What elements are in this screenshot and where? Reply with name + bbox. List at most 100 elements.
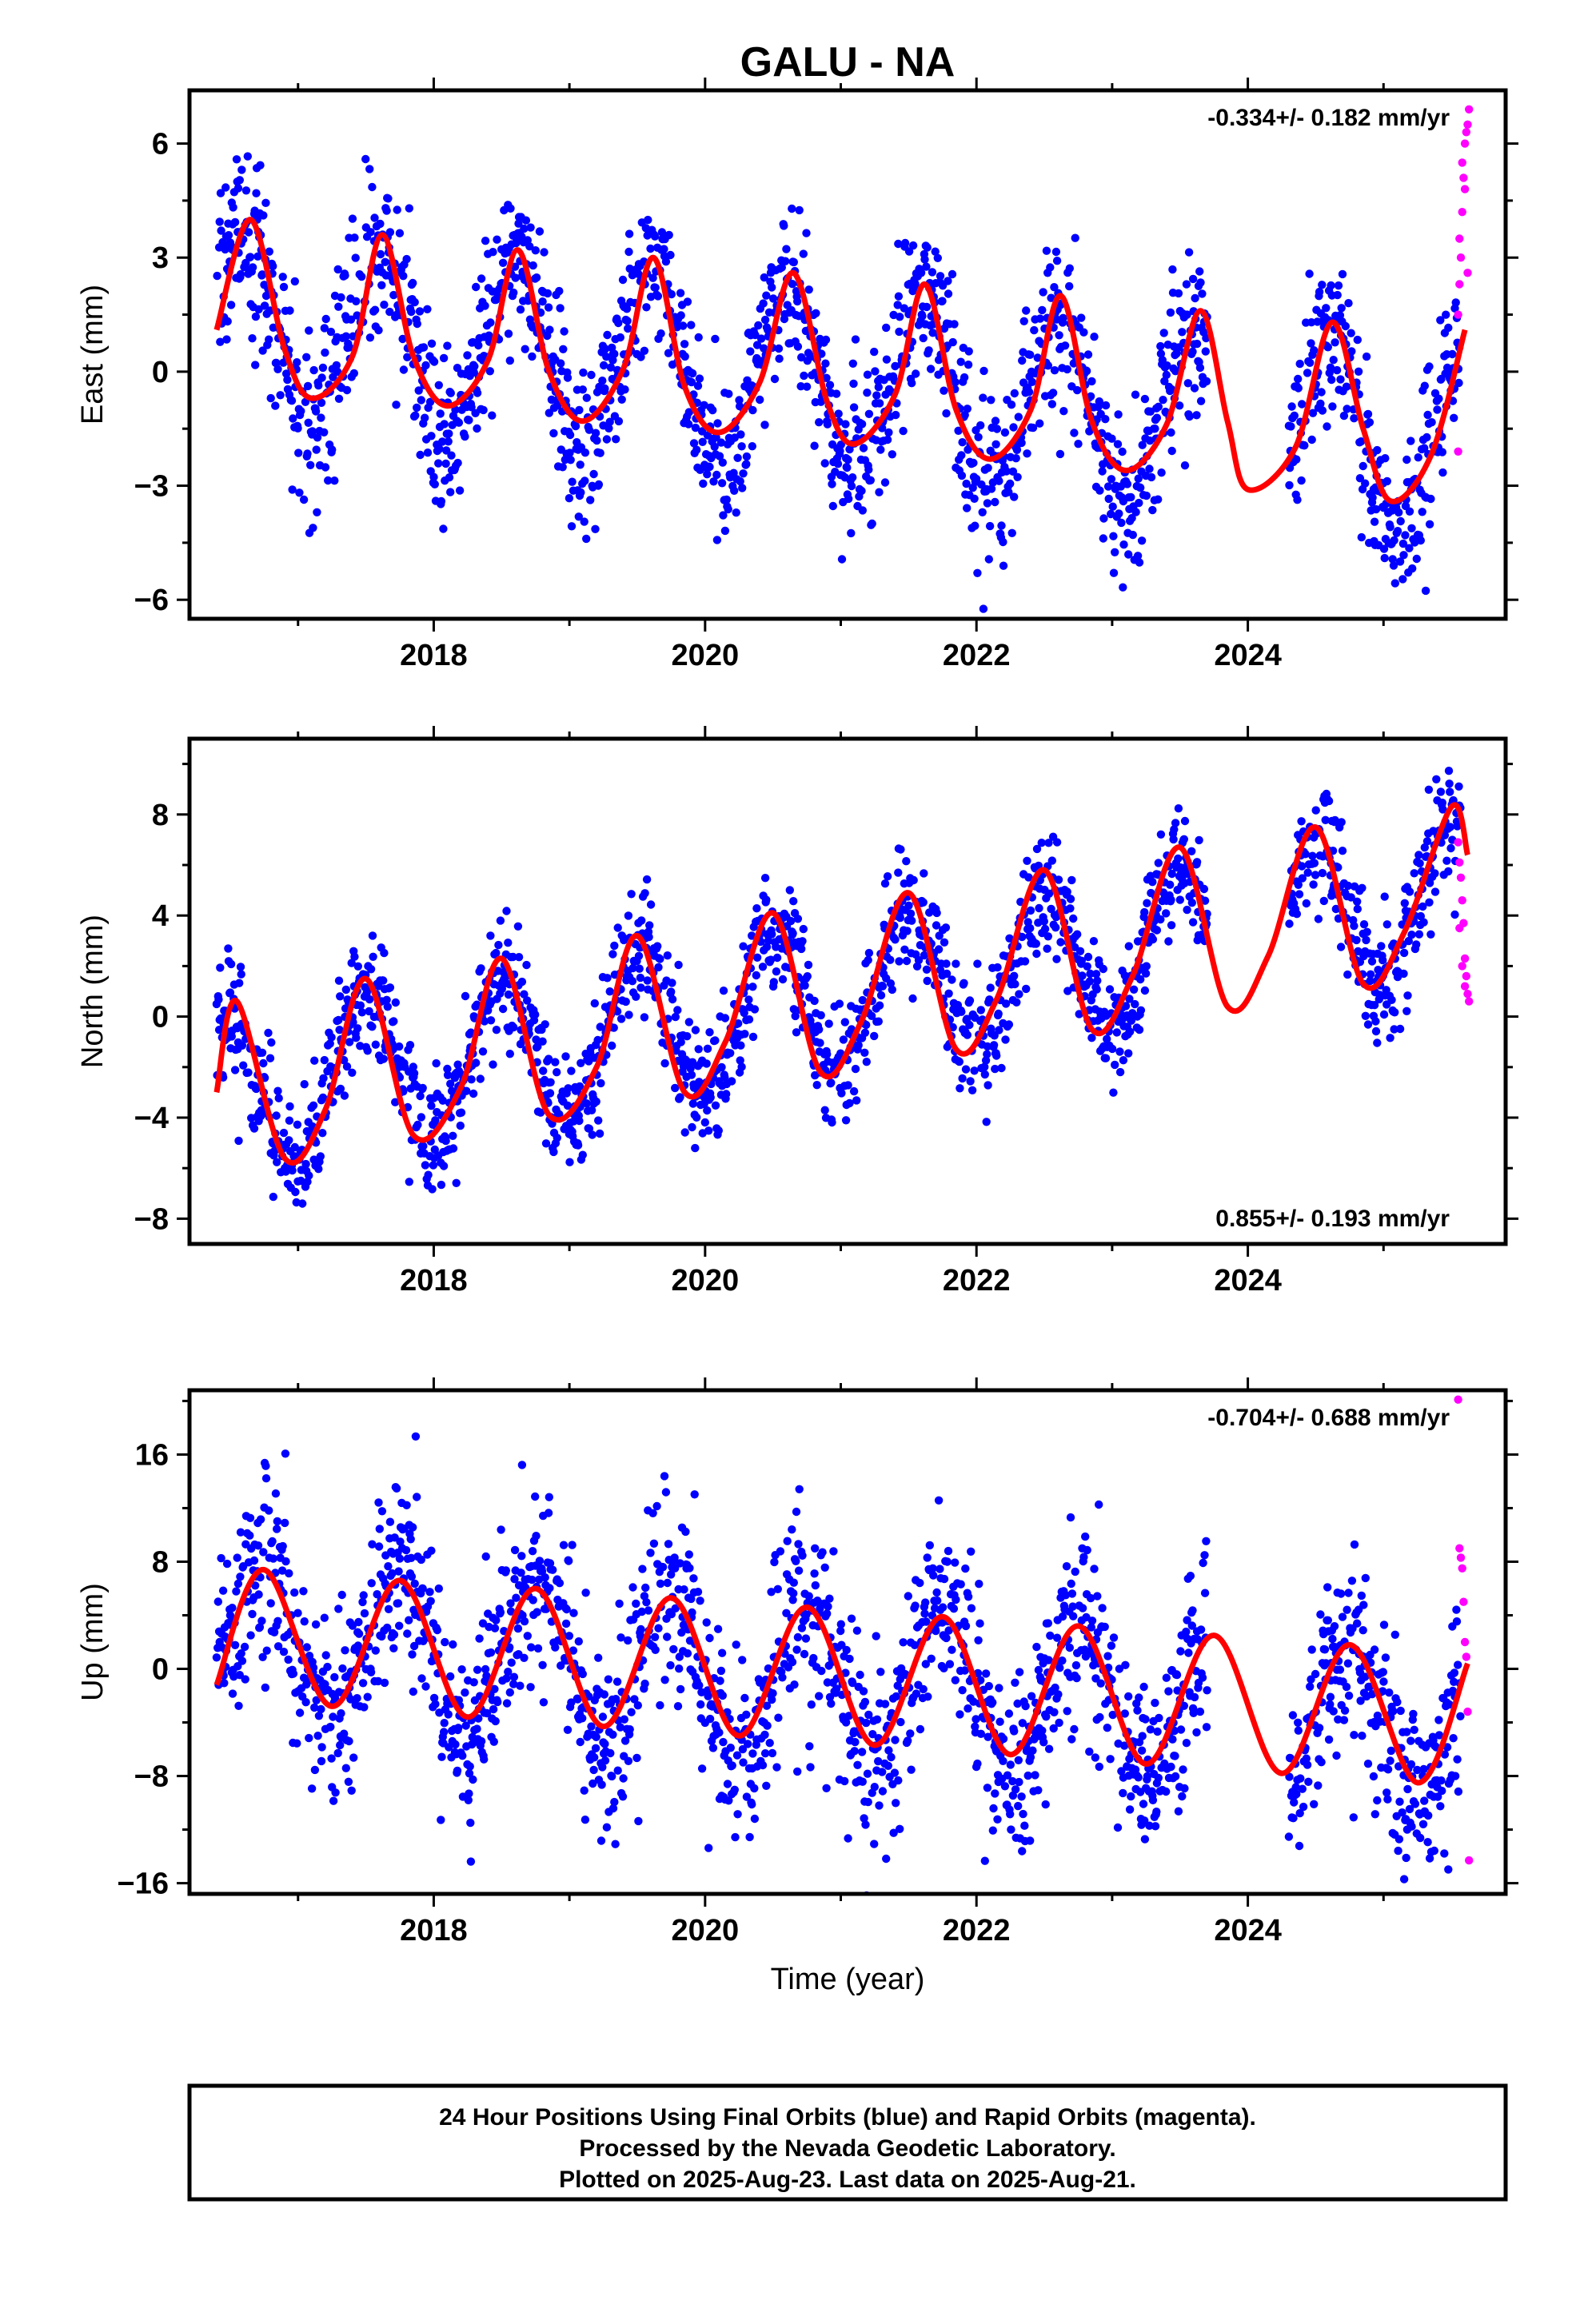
north-final-point (1093, 977, 1101, 985)
north-rapid-point (1463, 990, 1471, 998)
north-final-point (1142, 970, 1150, 978)
east-final-point (1107, 475, 1115, 483)
north-final-point (1052, 955, 1060, 963)
north-final-point (319, 1074, 327, 1082)
up-final-point (299, 1587, 307, 1595)
north-final-point (429, 1161, 437, 1169)
north-final-point (285, 1136, 293, 1144)
east-final-point (1438, 468, 1446, 476)
up-final-point (644, 1606, 652, 1614)
up-final-point (703, 1618, 711, 1626)
east-x-tick-label: 2018 (400, 639, 468, 672)
north-final-point (227, 960, 235, 968)
up-final-point (281, 1557, 289, 1565)
north-final-point (1155, 859, 1163, 867)
north-final-point (1390, 1008, 1398, 1016)
north-final-point (993, 963, 1001, 971)
up-final-point (261, 1462, 269, 1470)
east-final-point (374, 326, 382, 334)
east-final-point (934, 254, 942, 262)
up-final-point (792, 1557, 800, 1565)
east-final-point (756, 396, 764, 404)
east-final-point (699, 438, 707, 446)
east-final-point (920, 334, 928, 342)
up-final-point (435, 1585, 443, 1593)
east-final-point (1059, 407, 1067, 415)
east-final-point (565, 494, 573, 502)
east-final-point (995, 477, 1003, 485)
up-final-point (545, 1493, 553, 1501)
east-final-point (1167, 429, 1175, 436)
north-final-point (1066, 904, 1074, 912)
east-final-point (759, 299, 767, 307)
north-final-point (1372, 1027, 1380, 1035)
up-final-point (473, 1724, 481, 1732)
up-final-point (950, 1604, 958, 1612)
north-final-point (336, 992, 344, 1000)
east-final-point (1398, 575, 1406, 583)
up-final-point (303, 1643, 311, 1651)
up-final-point (597, 1836, 605, 1844)
north-final-point (1048, 856, 1056, 864)
north-final-point (1425, 899, 1433, 907)
east-final-point (1418, 508, 1426, 516)
east-final-point (1454, 379, 1462, 387)
up-final-point (984, 1784, 991, 1792)
up-final-point (317, 1705, 325, 1713)
up-final-point (437, 1753, 445, 1761)
north-final-point (895, 957, 903, 965)
north-final-point (896, 914, 904, 922)
east-final-point (536, 227, 544, 235)
east-final-point (317, 413, 325, 421)
east-final-point (221, 183, 229, 191)
up-final-point (648, 1509, 656, 1517)
up-final-point (437, 1816, 445, 1824)
east-final-point (1394, 527, 1402, 535)
up-final-point (861, 1820, 869, 1828)
north-final-point (421, 1161, 429, 1169)
up-final-point (317, 1757, 325, 1765)
east-x-tick-label: 2022 (943, 639, 1011, 672)
east-final-point (1342, 322, 1350, 330)
north-final-point (1164, 937, 1172, 945)
up-final-point (329, 1797, 337, 1805)
east-final-point (1127, 493, 1135, 501)
east-final-point (1193, 340, 1201, 348)
north-final-point (392, 999, 400, 1007)
up-final-point (864, 1770, 872, 1778)
east-final-point (304, 382, 312, 390)
north-final-point (981, 1070, 989, 1078)
north-final-point (546, 1089, 554, 1097)
east-final-point (971, 522, 979, 530)
up-final-point (714, 1625, 722, 1633)
north-final-point (965, 1021, 973, 1029)
east-final-point (598, 377, 606, 385)
east-final-point (407, 308, 415, 316)
up-final-point (733, 1810, 741, 1818)
east-final-point (884, 436, 892, 444)
east-final-point (841, 420, 849, 428)
east-final-point (1366, 418, 1374, 426)
up-final-point (829, 1547, 837, 1555)
north-final-point (1315, 915, 1323, 923)
east-final-point (377, 250, 385, 258)
east-final-point (470, 362, 478, 370)
east-final-point (1148, 506, 1156, 514)
up-final-point (506, 1688, 514, 1696)
east-final-point (1358, 533, 1366, 541)
east-final-point (957, 451, 965, 459)
north-final-point (932, 909, 940, 917)
north-final-point (786, 886, 794, 894)
east-final-point (396, 229, 404, 237)
north-final-point (1040, 917, 1048, 925)
north-final-point (499, 1005, 507, 1013)
east-final-point (1160, 329, 1168, 337)
north-final-point (644, 933, 652, 941)
east-final-point (1394, 508, 1402, 516)
east-final-point (1035, 420, 1043, 428)
up-final-point (864, 1798, 872, 1806)
north-final-point (1116, 1068, 1124, 1076)
east-final-point (544, 289, 552, 297)
north-final-point (493, 1026, 501, 1034)
north-final-point (1298, 862, 1306, 870)
